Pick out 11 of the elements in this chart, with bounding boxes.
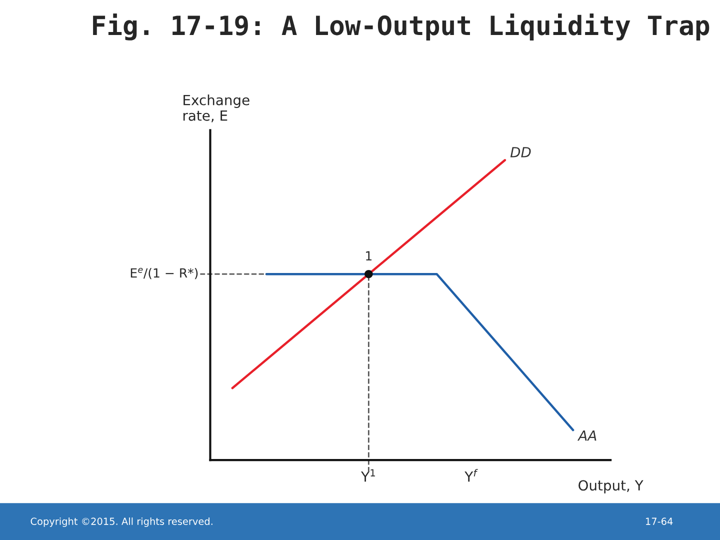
x-tick-label: Y$^{1}$ bbox=[360, 469, 375, 482]
x-axis-title: Output, Y bbox=[578, 480, 644, 494]
chart-title: Fig. 17-19: A Low-Output Liquidity Trap bbox=[93, 14, 710, 40]
series-label: DD bbox=[510, 147, 531, 158]
text: 17-64 bbox=[646, 518, 673, 525]
text: Copyright ©2015. All rights reserved. bbox=[30, 517, 212, 527]
y-axis-title: Exchange rate, E bbox=[183, 94, 250, 122]
ref-line-label: E$^{e}$/(1 − R*) bbox=[130, 268, 198, 280]
x-tick-label: Y$^{f}$ bbox=[464, 468, 478, 482]
annotation: 1 bbox=[366, 251, 372, 260]
series-label: AA bbox=[577, 430, 596, 441]
